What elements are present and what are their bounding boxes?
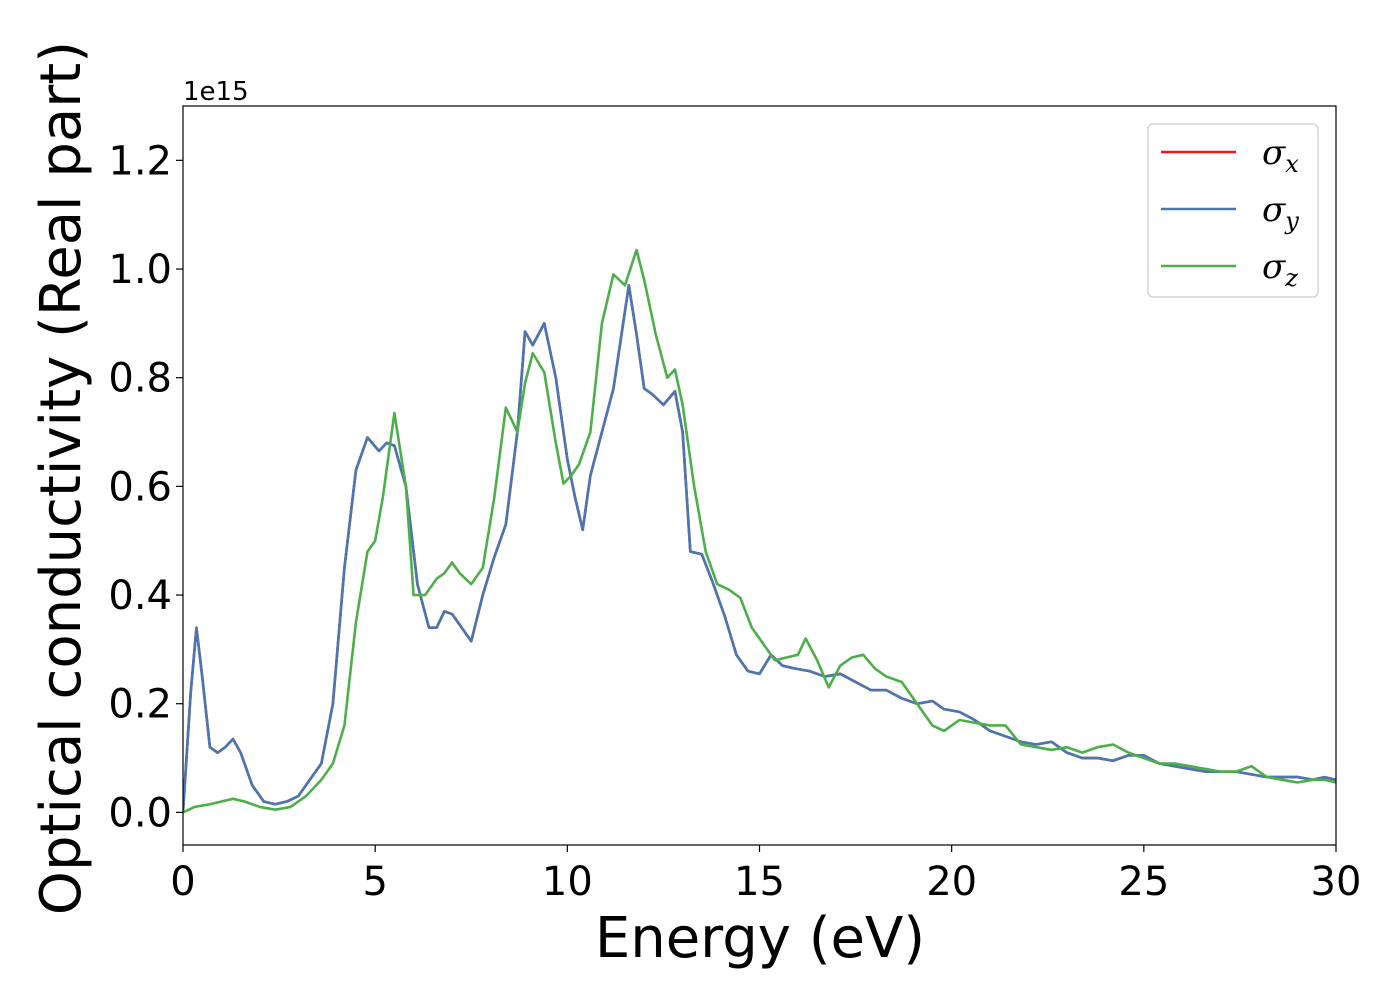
x-tick-label: 10 (542, 859, 593, 905)
y-axis-title: Optical conductivity (Real part) (29, 41, 94, 915)
x-axis-title: Energy (eV) (595, 906, 925, 971)
x-tick-label: 30 (1311, 859, 1362, 905)
y-tick-label: 0.2 (108, 682, 172, 728)
legend-label-y: σy (1262, 190, 1299, 235)
series-line-y (183, 284, 1336, 814)
legend-label-z: σz (1262, 247, 1298, 292)
legend-box (1147, 123, 1319, 298)
x-tick-label: 20 (926, 859, 977, 905)
x-tick-label: 25 (1118, 859, 1169, 905)
series-line-z (183, 248, 1336, 814)
x-tick-label: 5 (362, 859, 387, 905)
y-offset-text: 1e15 (183, 77, 249, 107)
y-tick-label: 0.6 (108, 464, 172, 510)
ticks: 0 5 10 15 20 25 30 0.0 0.2 0.4 0.6 0.8 1.0 1.2 (108, 138, 1361, 905)
y-tick-label: 0.4 (108, 573, 172, 619)
y-tick-label: 0.8 (108, 356, 172, 402)
y-tick-label: 0.0 (108, 790, 172, 836)
x-tick-label: 0 (170, 859, 195, 905)
legend-label-x: σx (1262, 133, 1299, 178)
y-tick-label: 1.2 (108, 138, 172, 184)
x-tick-label: 15 (734, 859, 785, 905)
legend: σx σy σz (1147, 123, 1319, 298)
plot-area (183, 248, 1336, 814)
y-tick-label: 1.0 (108, 247, 172, 293)
